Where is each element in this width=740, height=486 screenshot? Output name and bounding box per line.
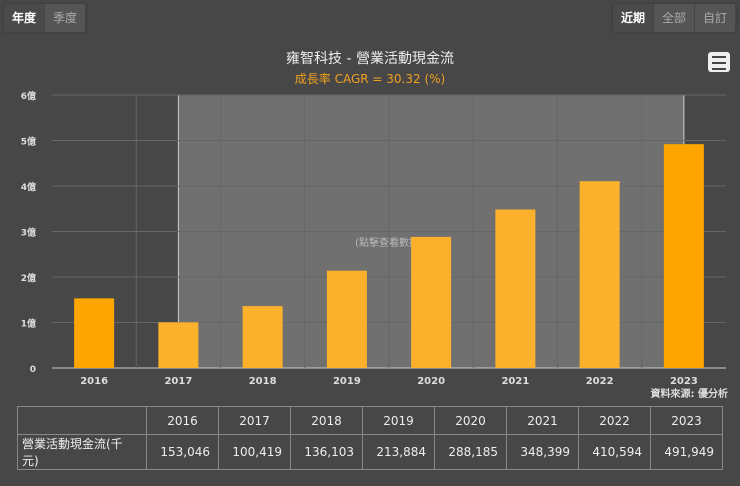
y-tick-label: 2億 xyxy=(21,272,36,284)
x-tick-label: 2018 xyxy=(249,376,277,387)
x-tick-label: 2016 xyxy=(80,376,108,387)
data-table: 2016 2017 2018 2019 2020 2021 2022 2023 營業活動現金流… xyxy=(17,406,723,470)
table-corner xyxy=(17,406,147,435)
table-header-year: 2019 xyxy=(362,406,435,435)
y-tick-label: 4億 xyxy=(21,181,36,193)
tab-all[interactable]: 全部 xyxy=(653,4,695,32)
bar-chart[interactable]: 0 1億 2億 3億 4億 5億 6億 (點擊查看數據) 2016 2017 2018 2019 202… xyxy=(0,0,740,400)
table-cell: 348,399 xyxy=(506,434,579,470)
bar xyxy=(579,181,620,368)
tab-recent[interactable]: 近期 xyxy=(612,4,654,32)
y-tick-label: 0 xyxy=(30,365,36,375)
bar xyxy=(663,144,704,368)
x-tick-label: 2020 xyxy=(417,376,445,387)
bar xyxy=(326,270,367,368)
menu-icon[interactable] xyxy=(708,52,730,72)
table-cell: 153,046 xyxy=(146,434,219,470)
table-cell: 136,103 xyxy=(290,434,363,470)
x-tick-label: 2019 xyxy=(333,376,361,387)
bar xyxy=(242,306,283,368)
y-tick-label: 3億 xyxy=(21,227,36,239)
bar xyxy=(411,236,452,368)
tab-annual[interactable]: 年度 xyxy=(4,4,46,32)
table-header-year: 2023 xyxy=(650,406,723,435)
table-header-year: 2018 xyxy=(290,406,363,435)
chart-subtitle: 成長率 CAGR = 30.32 (%) xyxy=(294,72,446,86)
x-tick-label: 2023 xyxy=(670,376,698,387)
tab-quarterly[interactable]: 季度 xyxy=(45,4,87,32)
table-header-year: 2016 xyxy=(146,406,219,435)
row-label: 營業活動現金流(千元) xyxy=(17,434,147,470)
table-header-year: 2022 xyxy=(578,406,651,435)
chart-title: 雍智科技 - 營業活動現金流 xyxy=(286,51,454,67)
y-tick-label: 1億 xyxy=(21,318,36,330)
table-row: 營業活動現金流(千元) 153,046 100,419 136,103 213,884 2… xyxy=(17,434,723,470)
tab-custom[interactable]: 自訂 xyxy=(694,4,736,32)
watermark: (點擊查看數據) xyxy=(355,236,423,249)
y-tick-label: 6億 xyxy=(21,90,36,102)
bar xyxy=(158,322,199,368)
data-source: 資料來源: 優分析 xyxy=(650,389,728,400)
bar xyxy=(74,298,115,368)
x-tick-label: 2021 xyxy=(501,376,529,387)
table-cell: 410,594 xyxy=(578,434,651,470)
table-cell: 213,884 xyxy=(362,434,435,470)
range-toggle: 近期 全部 自訂 xyxy=(612,4,736,32)
x-tick-label: 2017 xyxy=(164,376,192,387)
table-cell: 100,419 xyxy=(218,434,291,470)
table-header-row: 2016 2017 2018 2019 2020 2021 2022 2023 xyxy=(17,406,723,435)
bar xyxy=(495,209,536,368)
period-toggle: 年度 季度 xyxy=(4,4,87,32)
y-tick-label: 5億 xyxy=(21,136,36,148)
table-header-year: 2017 xyxy=(218,406,291,435)
table-header-year: 2020 xyxy=(434,406,507,435)
table-cell: 491,949 xyxy=(650,434,723,470)
table-header-year: 2021 xyxy=(506,406,579,435)
table-cell: 288,185 xyxy=(434,434,507,470)
x-tick-label: 2022 xyxy=(586,376,614,387)
